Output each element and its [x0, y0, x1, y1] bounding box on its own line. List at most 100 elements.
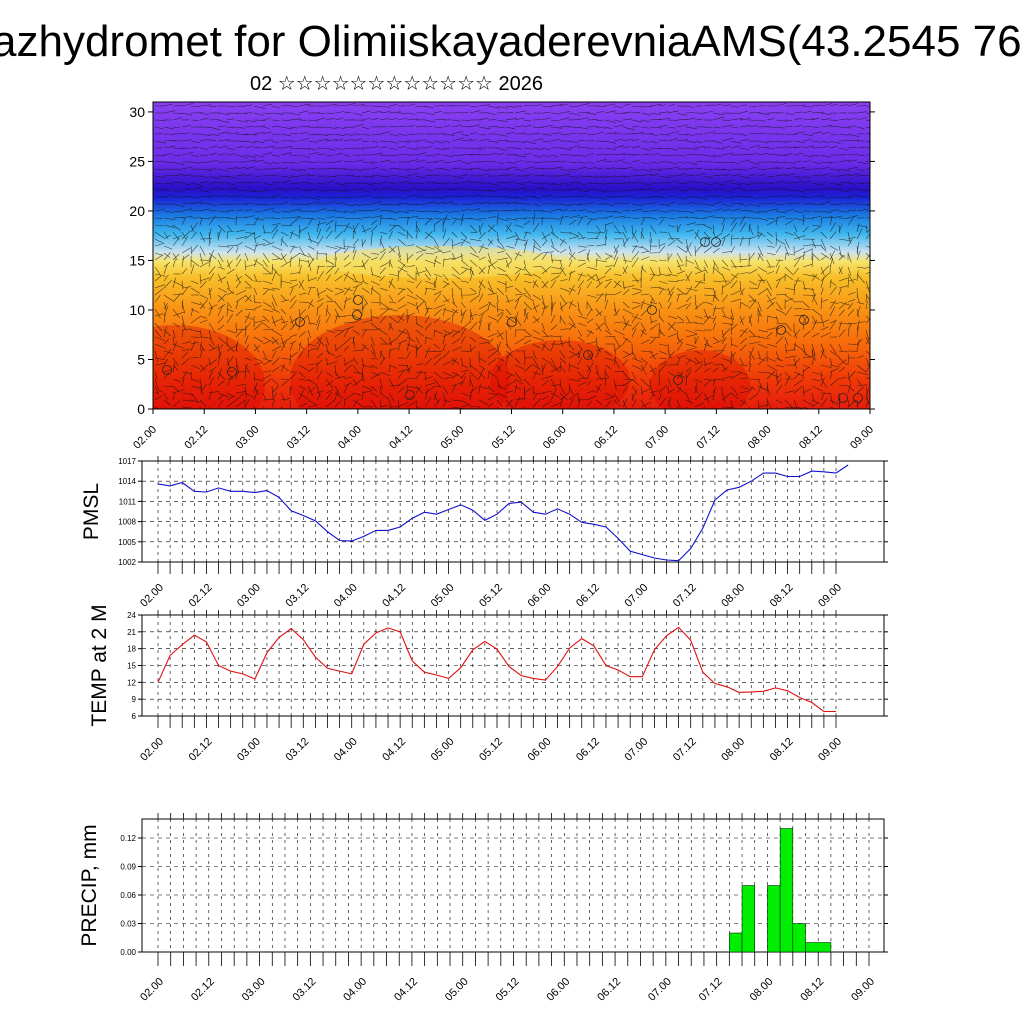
wind-barb: [325, 329, 336, 333]
wind-barb: [406, 159, 418, 163]
wind-barb: [847, 291, 856, 296]
wind-barb: [217, 194, 229, 198]
wind-barb: [577, 245, 587, 248]
wind-barb: [793, 329, 801, 338]
wind-barb: [685, 343, 696, 348]
wind-barb: [523, 406, 527, 409]
wind-barb: [478, 304, 489, 310]
wind-barb: [181, 196, 192, 198]
wind-barb: [640, 216, 652, 219]
wind-barb: [415, 105, 427, 108]
wind-barb: [253, 105, 266, 109]
wind-barb: [577, 392, 579, 403]
wind-barb: [379, 405, 389, 408]
wind-barb: [640, 147, 652, 151]
wind-barb: [451, 219, 457, 226]
wind-barb: [496, 147, 507, 151]
y-tick-label: 20: [129, 203, 145, 219]
wind-barb: [361, 391, 364, 401]
wind-barb: [676, 245, 687, 253]
wind-barb: [532, 315, 540, 323]
wind-barb: [757, 232, 763, 240]
wind-barb: [514, 125, 525, 128]
wind-barb: [622, 252, 627, 264]
wind-barb: [451, 167, 462, 170]
wind-barb: [604, 252, 614, 258]
wind-barb: [514, 364, 525, 370]
x-tick-label-xsec: 07.12: [695, 424, 723, 452]
wind-barb: [829, 126, 840, 128]
wind-barb: [712, 126, 721, 129]
wind-barb: [163, 145, 176, 149]
wind-barb: [685, 366, 692, 373]
wind-barb: [820, 392, 825, 401]
wind-barb: [451, 238, 454, 249]
wind-barb: [541, 375, 553, 380]
wind-barb: [604, 364, 612, 370]
wind-barb: [793, 160, 801, 163]
wind-barb: [226, 195, 239, 198]
wind-barb: [235, 154, 248, 158]
wind-barb: [406, 314, 410, 324]
wind-barb: [307, 231, 312, 243]
wind-barb: [316, 220, 321, 233]
wind-barb: [766, 202, 776, 205]
wind-barb: [388, 278, 393, 289]
wind-barb: [460, 266, 473, 271]
wind-barb: [829, 104, 838, 107]
wind-barb: [685, 238, 689, 251]
wind-barb: [721, 364, 728, 371]
wind-barb: [649, 119, 661, 121]
wind-barb: [676, 355, 687, 359]
wind-barb: [748, 329, 756, 337]
wind-barb: [469, 266, 475, 276]
wind-barb: [406, 287, 414, 294]
wind-barb: [226, 187, 237, 191]
wind-barb: [451, 329, 461, 334]
wind-barb: [451, 159, 463, 163]
precip-x-tick-label: 05.00: [443, 976, 471, 1004]
wind-barb: [613, 256, 619, 268]
wind-barb: [793, 152, 803, 156]
wind-barb: [793, 125, 802, 128]
wind-barb: [775, 364, 784, 368]
temp-x-tick-label: 05.12: [477, 736, 505, 764]
wind-barb: [631, 392, 634, 402]
wind-barb: [442, 147, 451, 149]
wind-barb: [748, 252, 755, 261]
wind-barb: [253, 203, 265, 206]
wind-barb: [865, 293, 868, 303]
wind-barb: [478, 313, 484, 324]
wind-barb: [307, 151, 319, 156]
wind-barb: [424, 217, 434, 220]
wind-barb: [766, 371, 778, 378]
wind-barb: [847, 276, 850, 289]
wind-barb: [199, 231, 206, 243]
wind-barb: [289, 322, 297, 331]
wind-barb: [694, 301, 705, 310]
wind-barb: [172, 210, 183, 213]
wind-barb: [523, 294, 535, 302]
wind-barb: [820, 252, 830, 259]
wind-barb: [532, 182, 543, 185]
wind-barb: [280, 406, 284, 409]
wind-barb: [622, 352, 633, 359]
wind-barb: [793, 343, 804, 351]
wind-barb: [847, 273, 855, 284]
wind-barb: [541, 210, 553, 213]
wind-barb: [505, 209, 517, 212]
wind-barb: [685, 222, 696, 226]
temp-x-tick-label: 03.12: [283, 736, 311, 764]
wind-barb: [640, 227, 643, 240]
wind-barb: [514, 384, 517, 394]
wind-barb: [352, 371, 363, 374]
wind-barb: [766, 118, 774, 121]
wind-barb: [595, 110, 604, 114]
wind-barb: [397, 339, 407, 345]
temp-y-axis-label: TEMP at 2 M: [88, 604, 111, 726]
wind-barb: [361, 390, 373, 394]
wind-barb: [730, 298, 742, 303]
wind-barb: [694, 182, 703, 184]
wind-barb: [379, 209, 392, 212]
wind-barb: [613, 231, 623, 234]
